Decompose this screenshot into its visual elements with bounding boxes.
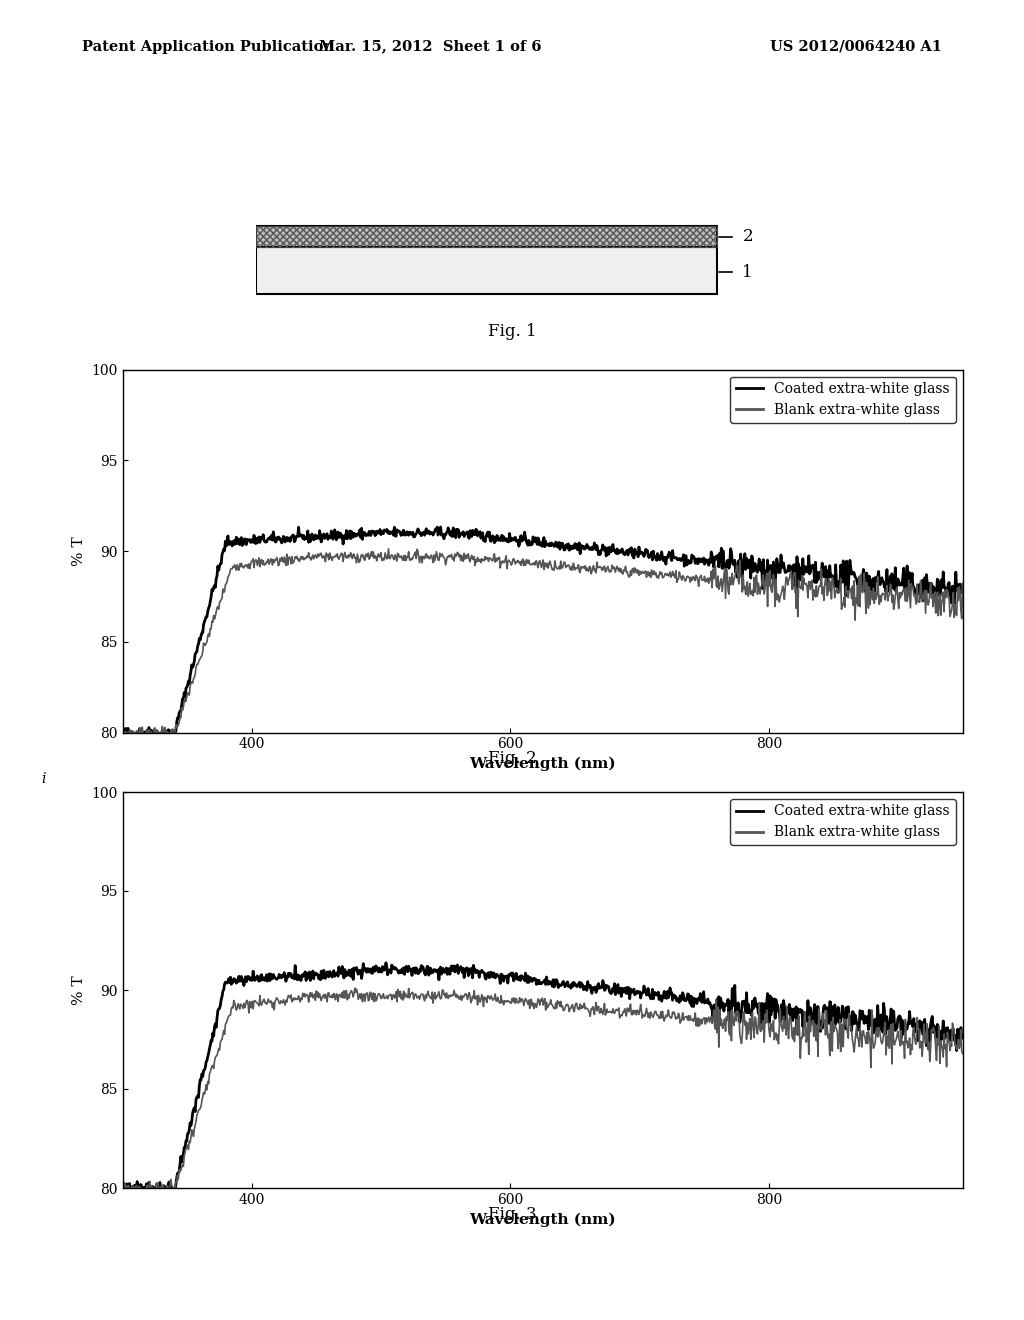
Text: Mar. 15, 2012  Sheet 1 of 6: Mar. 15, 2012 Sheet 1 of 6 (318, 40, 542, 54)
Text: Fig. 1: Fig. 1 (487, 323, 537, 341)
Coated extra-white glass (488, 535, 501, 550)
Coated extra-white glass (695, 550, 708, 566)
Coated extra-white glass (773, 565, 785, 581)
Text: 2: 2 (742, 228, 753, 246)
Line: Blank extra-white glass: Blank extra-white glass (123, 989, 963, 1195)
Y-axis label: % T: % T (72, 536, 86, 566)
Blank extra-white glass (695, 1011, 708, 1027)
Coated extra-white glass (204, 1041, 216, 1057)
Coated extra-white glass (147, 730, 160, 746)
Text: Fig. 3: Fig. 3 (487, 1206, 537, 1224)
Blank extra-white glass (488, 990, 501, 1006)
Coated extra-white glass (117, 723, 129, 739)
Blank extra-white glass (773, 594, 785, 610)
Coated extra-white glass (788, 1008, 801, 1024)
Blank extra-white glass (117, 721, 129, 737)
Line: Blank extra-white glass: Blank extra-white glass (123, 549, 963, 739)
Y-axis label: % T: % T (72, 975, 86, 1005)
Legend: Coated extra-white glass, Blank extra-white glass: Coated extra-white glass, Blank extra-wh… (730, 376, 955, 422)
Blank extra-white glass (788, 565, 801, 581)
Line: Coated extra-white glass: Coated extra-white glass (123, 527, 963, 738)
Blank extra-white glass (956, 1045, 969, 1061)
X-axis label: Wavelength (nm): Wavelength (nm) (469, 756, 616, 771)
Coated extra-white glass (695, 994, 708, 1010)
Blank extra-white glass (204, 1067, 216, 1082)
Text: Patent Application Publication: Patent Application Publication (82, 40, 334, 54)
Coated extra-white glass (138, 1185, 151, 1201)
Blank extra-white glass (382, 541, 394, 557)
Blank extra-white glass (117, 1180, 129, 1196)
Coated extra-white glass (458, 528, 470, 544)
Blank extra-white glass (956, 576, 969, 591)
Text: US 2012/0064240 A1: US 2012/0064240 A1 (770, 40, 942, 54)
Coated extra-white glass (204, 598, 216, 614)
Blank extra-white glass (458, 545, 470, 561)
FancyBboxPatch shape (256, 226, 717, 248)
Coated extra-white glass (380, 954, 392, 970)
Coated extra-white glass (458, 970, 470, 986)
Coated extra-white glass (956, 581, 969, 597)
Blank extra-white glass (139, 731, 152, 747)
Blank extra-white glass (695, 568, 708, 583)
Coated extra-white glass (773, 1005, 785, 1020)
Text: i: i (41, 772, 45, 787)
FancyBboxPatch shape (256, 248, 717, 294)
Blank extra-white glass (788, 1034, 801, 1049)
Blank extra-white glass (488, 546, 501, 562)
Blank extra-white glass (204, 628, 216, 644)
X-axis label: Wavelength (nm): Wavelength (nm) (469, 1212, 616, 1226)
Blank extra-white glass (458, 989, 470, 1005)
Coated extra-white glass (488, 966, 501, 982)
Blank extra-white glass (773, 1019, 785, 1035)
Coated extra-white glass (117, 1183, 129, 1199)
Text: Fig. 2: Fig. 2 (487, 750, 537, 767)
Blank extra-white glass (124, 1187, 136, 1203)
Text: 1: 1 (742, 264, 753, 281)
Coated extra-white glass (956, 1030, 969, 1045)
Legend: Coated extra-white glass, Blank extra-white glass: Coated extra-white glass, Blank extra-wh… (730, 799, 955, 845)
Coated extra-white glass (434, 519, 446, 535)
Blank extra-white glass (349, 981, 361, 997)
Line: Coated extra-white glass: Coated extra-white glass (123, 962, 963, 1193)
Coated extra-white glass (788, 561, 801, 577)
